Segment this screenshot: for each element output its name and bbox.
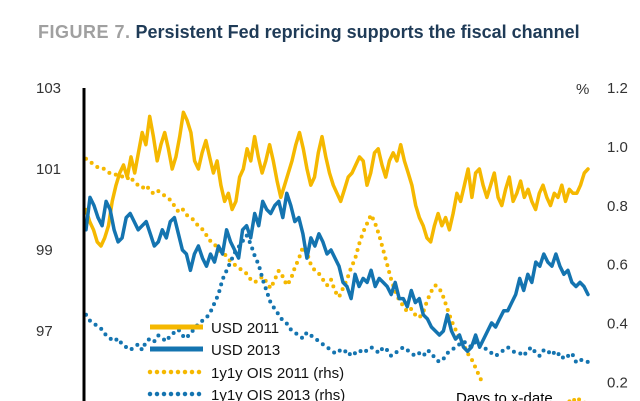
figure-title: FIGURE 7. Persistent Fed repricing suppo… (38, 22, 580, 43)
series-line-1y1y-ois-2013-rhs (84, 233, 590, 364)
right-tick-label: 0.2 (607, 375, 628, 392)
legend-label: 1y1y OIS 2013 (rhs) (211, 387, 345, 401)
figure-title-text: Persistent Fed repricing supports the fi… (135, 22, 580, 42)
series-line-1y1y-ois-2011-rhs (84, 156, 590, 401)
right-axis-unit: % (576, 81, 589, 98)
series-line-usd-2011 (84, 110, 590, 248)
legend-label: USD 2011 (211, 320, 279, 337)
left-tick-label: 101 (36, 161, 61, 178)
figure-number: FIGURE 7. (38, 22, 131, 42)
left-tick-label: 99 (36, 242, 53, 259)
series-line-usd-2013 (84, 191, 590, 354)
x-axis-label: Days to x-date (456, 390, 553, 401)
left-y-axis-ticks: 103 101 99 97 (36, 80, 61, 340)
left-tick-label: 103 (36, 80, 61, 97)
right-tick-label: 0.6 (607, 257, 628, 274)
right-tick-label: 1.2 (607, 80, 628, 97)
left-tick-label: 97 (36, 323, 53, 340)
legend-label: 1y1y OIS 2011 (rhs) (211, 365, 344, 382)
xlabel-background (450, 383, 562, 401)
series-layer (84, 110, 590, 401)
right-tick-label: 0.8 (607, 198, 628, 215)
right-tick-label: 0.4 (607, 316, 628, 333)
legend: USD 2011 USD 2013 1y1y OIS 2011 (rhs) 1y1y … (147, 320, 345, 401)
right-tick-label: 1.0 (607, 139, 628, 156)
legend-label: USD 2013 (211, 342, 280, 359)
right-y-axis-ticks: 1.2 1.0 0.8 0.6 0.4 0.2 (607, 80, 628, 392)
